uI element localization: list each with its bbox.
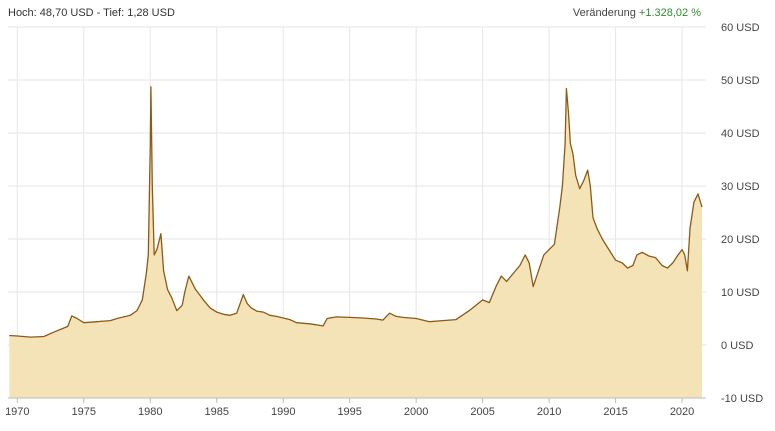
price-area-fill xyxy=(9,86,703,399)
price-range-stats: Hoch: 48,70 USD - Tief: 1,28 USD xyxy=(8,7,175,19)
change-value: +1.328,02 % xyxy=(638,7,701,19)
y-tick-label: 30 USD xyxy=(721,181,760,193)
x-tick-label: 2005 xyxy=(470,406,494,418)
x-tick-label: 1990 xyxy=(271,406,295,418)
y-tick-label: 40 USD xyxy=(721,128,760,140)
x-tick-label: 2015 xyxy=(603,406,627,418)
x-tick-label: 1980 xyxy=(138,406,162,418)
x-tick-label: 1985 xyxy=(204,406,228,418)
y-tick-label: 60 USD xyxy=(721,22,760,34)
price-line xyxy=(9,86,703,338)
x-tick-label: 1995 xyxy=(337,406,361,418)
change-label: Veränderung xyxy=(572,7,636,19)
x-tick-label: 1970 xyxy=(5,406,29,418)
y-tick-label: 50 USD xyxy=(721,75,760,87)
x-tick-label: 1975 xyxy=(72,406,96,418)
y-tick-label: -10 USD xyxy=(721,393,763,405)
x-axis: 1970 1975 1980 1985 1990 1995 2000 2005 2010 2015… xyxy=(5,398,694,418)
change-indicator: Veränderung +1.328,02 % xyxy=(573,7,701,19)
y-tick-label: 10 USD xyxy=(721,287,760,299)
y-tick-label: 20 USD xyxy=(721,234,760,246)
y-tick-label: 0 USD xyxy=(721,340,753,352)
y-axis: 60 USD 50 USD 40 USD 30 USD 20 USD 10 USD 0 US… xyxy=(721,22,763,405)
x-tick-label: 2020 xyxy=(670,406,694,418)
x-tick-label: 2000 xyxy=(404,406,428,418)
x-tick-label: 2010 xyxy=(537,406,561,418)
